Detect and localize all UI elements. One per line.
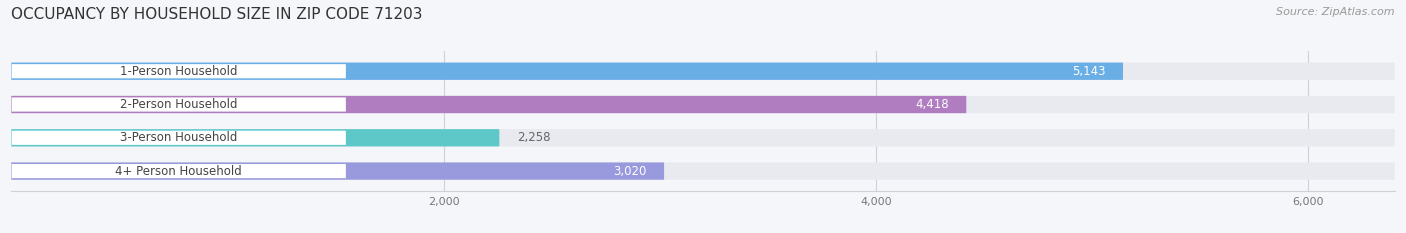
FancyBboxPatch shape: [11, 131, 346, 145]
FancyBboxPatch shape: [11, 129, 499, 147]
Text: 3-Person Household: 3-Person Household: [120, 131, 238, 144]
FancyBboxPatch shape: [11, 63, 1395, 80]
FancyBboxPatch shape: [11, 96, 966, 113]
Text: 1-Person Household: 1-Person Household: [120, 65, 238, 78]
FancyBboxPatch shape: [11, 64, 346, 78]
FancyBboxPatch shape: [11, 162, 664, 180]
Text: OCCUPANCY BY HOUSEHOLD SIZE IN ZIP CODE 71203: OCCUPANCY BY HOUSEHOLD SIZE IN ZIP CODE …: [11, 7, 423, 22]
Text: 4,418: 4,418: [915, 98, 949, 111]
FancyBboxPatch shape: [11, 162, 1395, 180]
Text: 5,143: 5,143: [1073, 65, 1105, 78]
Text: 2-Person Household: 2-Person Household: [120, 98, 238, 111]
FancyBboxPatch shape: [11, 63, 1123, 80]
Text: 3,020: 3,020: [613, 164, 647, 178]
Text: Source: ZipAtlas.com: Source: ZipAtlas.com: [1277, 7, 1395, 17]
FancyBboxPatch shape: [11, 129, 1395, 147]
FancyBboxPatch shape: [11, 164, 346, 178]
Text: 2,258: 2,258: [516, 131, 550, 144]
FancyBboxPatch shape: [11, 97, 346, 112]
FancyBboxPatch shape: [11, 96, 1395, 113]
Text: 4+ Person Household: 4+ Person Household: [115, 164, 242, 178]
